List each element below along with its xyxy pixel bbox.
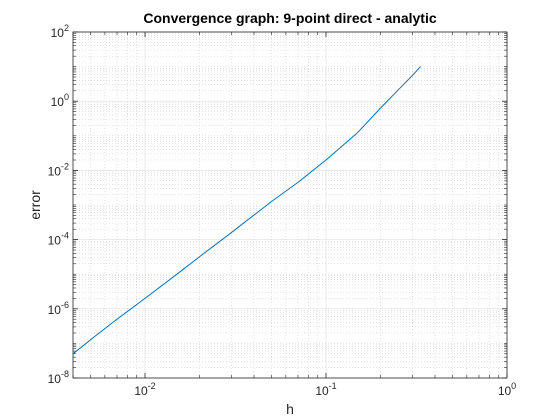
y-tick-label: 10-6 <box>48 300 69 317</box>
y-tick-label: 102 <box>51 23 69 40</box>
y-tick-label: 10-8 <box>48 369 69 386</box>
y-tick-label: 10-2 <box>48 161 69 178</box>
x-tick-label: 10-1 <box>315 381 336 398</box>
x-axis-label: h <box>286 401 294 417</box>
y-tick-labels: 10-8 10-6 10-4 10-2 100 102 <box>48 23 69 386</box>
x-tick-label: 100 <box>498 381 516 398</box>
y-axis-label: error <box>27 190 43 220</box>
series-layer <box>72 66 421 355</box>
series-line <box>72 66 421 355</box>
x-tick-label: 10-2 <box>134 381 155 398</box>
y-tick-label: 10-4 <box>48 231 69 248</box>
x-tick-labels: 10-2 10-1 100 <box>134 381 516 398</box>
minor-grid <box>72 32 507 378</box>
chart-title: Convergence graph: 9-point direct - anal… <box>143 10 436 26</box>
tick-marks <box>72 31 508 379</box>
y-tick-label: 100 <box>51 92 69 109</box>
